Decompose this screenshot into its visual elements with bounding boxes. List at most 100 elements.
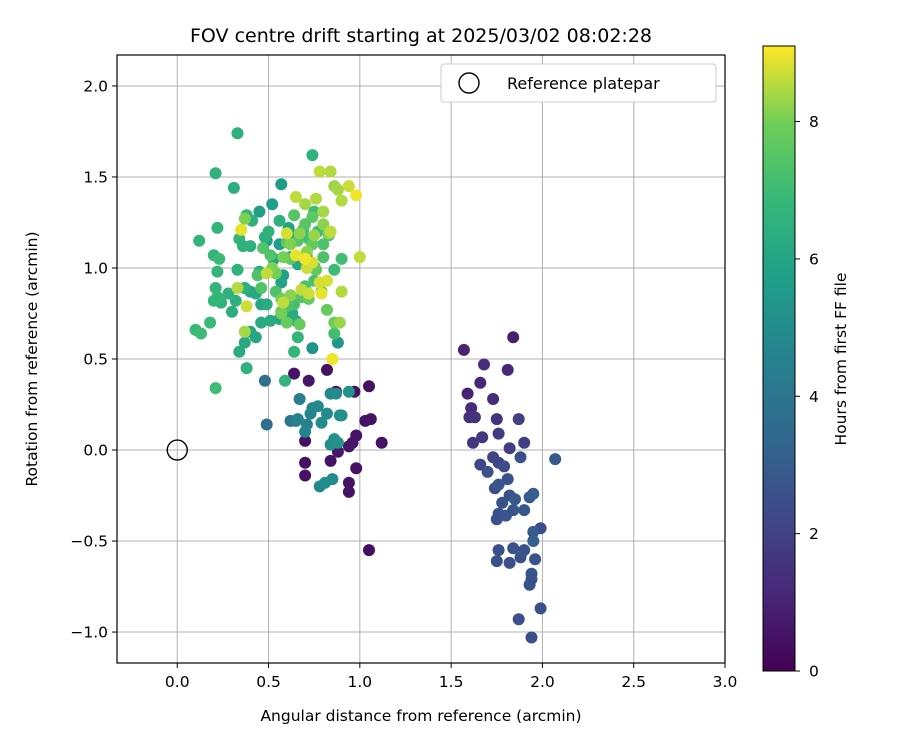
data-point [319,476,332,489]
data-point [474,376,487,389]
data-point [209,167,222,180]
data-point [284,289,297,302]
data-point [324,225,337,238]
legend-box [440,63,717,103]
data-point [527,487,540,500]
data-point [353,251,366,264]
data-point [527,525,540,538]
data-point [490,555,503,568]
data-point [302,374,315,387]
x-axis-ticks: 0.0 0.5 1.0 1.5 2.0 2.5 3.0 [165,663,737,691]
data-point [474,458,487,471]
data-point [275,178,288,191]
data-point [492,427,505,440]
data-point [240,362,253,375]
data-point [518,544,531,557]
data-point [503,442,516,455]
data-point [328,327,341,340]
data-point [457,343,470,356]
data-point [222,287,235,300]
data-point [231,282,244,294]
legend: Reference platepar [440,63,717,103]
data-point [262,225,275,238]
data-point [229,294,242,307]
data-point [317,218,330,231]
colorbar-tick-label: 0 [809,663,819,681]
data-point [335,194,348,207]
data-point [238,336,251,349]
data-point [275,276,288,289]
data-point [512,613,525,626]
y-tick-label: 1.0 [83,259,108,277]
data-point [291,331,304,344]
data-point [467,436,479,449]
data-point [461,387,474,400]
data-point [335,285,348,298]
x-axis-label: Angular distance from reference (arcmin) [260,707,581,725]
data-point [315,416,328,429]
data-point [204,316,217,329]
y-tick-label: −0.5 [70,533,108,551]
data-point [289,191,302,203]
data-point [288,367,301,380]
data-point [335,252,348,265]
data-point [240,300,253,313]
data-point [209,382,222,395]
data-point [509,493,521,506]
data-point [235,223,248,236]
data-point [317,238,330,251]
data-point [288,209,301,222]
x-tick-label: 3.0 [713,673,738,691]
data-point [342,385,355,398]
data-point [284,238,297,251]
data-point [293,318,306,331]
y-tick-label: 0.5 [83,351,108,369]
data-point [501,363,514,376]
data-point [260,418,273,431]
data-point [233,345,246,358]
data-point [331,436,344,449]
data-point [465,402,478,415]
data-point [496,496,509,509]
data-point [279,374,291,387]
data-point [490,413,503,426]
x-tick-label: 0.5 [256,673,281,691]
colorbar-tick-label: 4 [809,388,819,406]
data-point [331,445,344,458]
data-point [299,456,312,469]
grid-lines [117,55,726,663]
reference-platepar-marker [166,439,188,461]
data-point [302,287,315,300]
data-point [525,631,538,644]
data-point [529,553,542,566]
data-point [288,345,301,358]
data-point [260,298,273,311]
data-point [255,316,268,329]
data-point [333,316,346,329]
data-point [306,211,319,223]
data-point [326,353,339,365]
data-point [328,263,341,276]
colorbar-tick-label: 6 [809,250,819,268]
data-point [507,542,520,555]
data-point [299,252,312,265]
data-point [498,460,511,473]
data-point [213,252,226,265]
data-point [280,316,293,329]
data-point [527,535,540,547]
data-point [321,407,333,420]
data-point [264,314,277,327]
data-point [289,249,302,262]
data-point [487,393,500,405]
data-point [363,544,375,557]
data-point [207,294,220,307]
data-point [375,436,388,449]
data-point [311,400,324,413]
data-point [342,476,355,489]
data-point [233,232,246,245]
data-point [481,465,494,478]
data-point [518,436,531,449]
data-point [249,331,262,344]
data-point [308,229,321,242]
